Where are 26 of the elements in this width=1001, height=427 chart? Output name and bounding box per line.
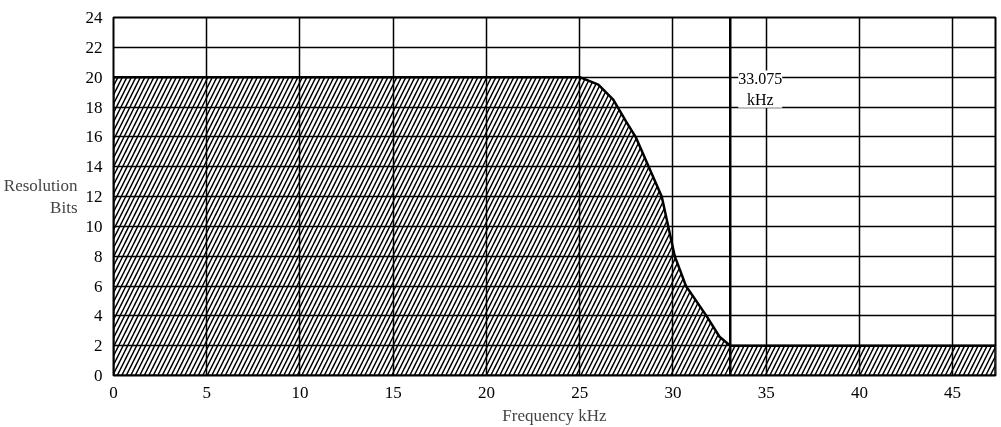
x-tick-label: 25: [571, 382, 589, 402]
y-tick-label: 20: [85, 67, 103, 87]
x-tick-label: 40: [850, 382, 868, 402]
y-tick-label: 24: [85, 8, 103, 27]
x-tick-label: 10: [291, 382, 309, 402]
x-tick-label: 0: [109, 382, 118, 402]
y-tick-label: 22: [85, 37, 103, 57]
y-tick-label: 16: [85, 127, 103, 147]
x-axis-title: Frequency kHz: [502, 405, 608, 425]
y-tick-label: 18: [85, 97, 103, 117]
y-tick-label: 12: [85, 187, 103, 206]
y-tick-label: 0: [94, 366, 103, 385]
x-tick-label: 45: [944, 382, 962, 402]
x-tick-label: 30: [664, 382, 682, 402]
y-tick-label: 2: [94, 336, 103, 356]
y-tick-label: 10: [85, 216, 103, 236]
y-axis-title: Resolution Bits: [3, 175, 78, 218]
x-tick-label: 20: [477, 382, 495, 402]
ref-line-label: 33.075 kHz: [738, 70, 783, 108]
x-tick-label: 35: [757, 382, 775, 402]
y-tick-label: 4: [94, 306, 103, 326]
y-tick-label: 14: [85, 157, 103, 177]
x-tick-label: 5: [202, 382, 211, 402]
x-tick-label: 15: [384, 382, 402, 402]
y-tick-label: 6: [94, 276, 103, 296]
y-tick-label: 8: [94, 246, 103, 266]
